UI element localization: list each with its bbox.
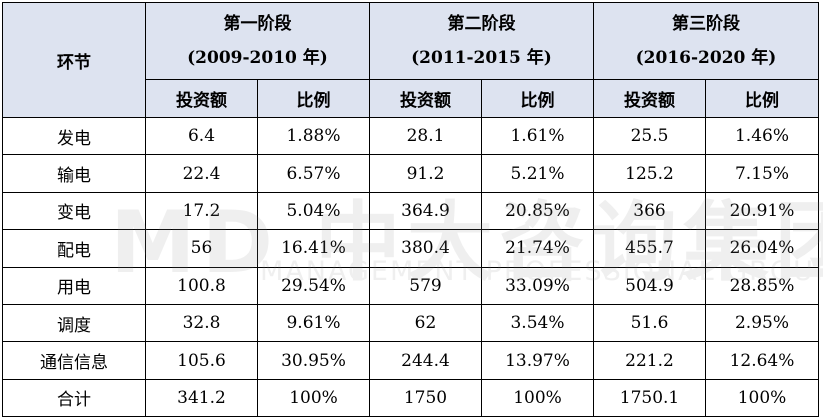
investment-header: 投资额	[593, 79, 706, 118]
row-label: 通信信息	[2, 341, 146, 380]
investment-cell: 22.4	[145, 154, 258, 193]
table-row: 合计 341.2 100% 1750 100% 1750.1 100%	[2, 378, 819, 417]
ratio-header: 比例	[481, 79, 594, 118]
investment-cell: 28.1	[369, 116, 482, 156]
ratio-cell: 29.54%	[257, 266, 370, 305]
ratio-cell: 100%	[481, 378, 594, 417]
investment-cell: 32.8	[145, 303, 258, 343]
ratio-cell: 13.97%	[481, 341, 594, 380]
row-label: 合计	[2, 378, 146, 417]
ratio-cell: 1.46%	[705, 116, 819, 156]
ratio-cell: 12.64%	[705, 341, 819, 380]
ratio-cell: 1.88%	[257, 116, 370, 156]
row-label: 调度	[2, 303, 146, 343]
investment-cell: 17.2	[145, 191, 258, 231]
investment-header: 投资额	[369, 79, 482, 118]
stage-2-header: 第二阶段 (2011-2015 年)	[369, 2, 594, 80]
investment-cell: 25.5	[593, 116, 706, 156]
ratio-header: 比例	[257, 79, 370, 118]
investment-cell: 504.9	[593, 266, 706, 305]
stage-period: (2011-2015 年)	[411, 48, 552, 68]
row-label: 变电	[2, 191, 146, 231]
ratio-cell: 2.95%	[705, 303, 819, 343]
ratio-cell: 9.61%	[257, 303, 370, 343]
investment-cell: 62	[369, 303, 482, 343]
ratio-cell: 33.09%	[481, 266, 594, 305]
table-row: 输电 22.4 6.57% 91.2 5.21% 125.2 7.15%	[2, 154, 819, 193]
investment-cell: 51.6	[593, 303, 706, 343]
row-label: 发电	[2, 116, 146, 156]
row-label: 用电	[2, 266, 146, 305]
ratio-cell: 21.74%	[481, 229, 594, 268]
corner-header: 环节	[2, 2, 146, 118]
ratio-cell: 1.61%	[481, 116, 594, 156]
stage-title: 第二阶段	[447, 14, 516, 34]
table-row: 变电 17.2 5.04% 364.9 20.85% 366 20.91%	[2, 191, 819, 231]
table-row: 用电 100.8 29.54% 579 33.09% 504.9 28.85%	[2, 266, 819, 305]
table-row: 配电 56 16.41% 380.4 21.74% 455.7 26.04%	[2, 229, 819, 268]
ratio-cell: 26.04%	[705, 229, 819, 268]
table-row: 调度 32.8 9.61% 62 3.54% 51.6 2.95%	[2, 303, 819, 343]
ratio-cell: 28.85%	[705, 266, 819, 305]
row-label: 配电	[2, 229, 146, 268]
row-label: 输电	[2, 154, 146, 193]
stage-header-row: 环节 第一阶段 (2009-2010 年) 第二阶段 (2011-2015 年)…	[2, 2, 819, 118]
stage-period: (2016-2020 年)	[635, 48, 777, 68]
table-body: 发电 6.4 1.88% 28.1 1.61% 25.5 1.46% 输电 22.4 6.57% 9…	[2, 116, 819, 417]
ratio-cell: 5.21%	[481, 154, 594, 193]
ratio-header: 比例	[705, 79, 819, 118]
ratio-cell: 20.91%	[705, 191, 819, 231]
investment-cell: 125.2	[593, 154, 706, 193]
ratio-cell: 100%	[257, 378, 370, 417]
investment-cell: 56	[145, 229, 258, 268]
stage-title: 第一阶段	[223, 14, 292, 34]
ratio-cell: 100%	[705, 378, 819, 417]
table-row: 发电 6.4 1.88% 28.1 1.61% 25.5 1.46%	[2, 116, 819, 156]
investment-cell: 366	[593, 191, 706, 231]
stage-1-header: 第一阶段 (2009-2010 年)	[145, 2, 370, 80]
ratio-cell: 30.95%	[257, 341, 370, 380]
investment-cell: 364.9	[369, 191, 482, 231]
ratio-cell: 16.41%	[257, 229, 370, 268]
sub-header-row: 投资额 比例 投资额 比例 投资额 比例	[3, 79, 819, 118]
ratio-cell: 3.54%	[481, 303, 594, 343]
investment-cell: 380.4	[369, 229, 482, 268]
stage-period: (2009-2010 年)	[187, 48, 328, 68]
investment-cell: 1750	[369, 378, 482, 417]
investment-cell: 105.6	[145, 341, 258, 380]
investment-cell: 579	[369, 266, 482, 305]
ratio-cell: 6.57%	[257, 154, 370, 193]
stage-title: 第三阶段	[672, 14, 740, 34]
stage-3-header: 第三阶段 (2016-2020 年)	[593, 2, 819, 80]
ratio-cell: 20.85%	[481, 191, 594, 231]
investment-cell: 244.4	[369, 341, 482, 380]
investment-header: 投资额	[145, 79, 258, 118]
ratio-cell: 5.04%	[257, 191, 370, 231]
ratio-cell: 7.15%	[705, 154, 819, 193]
investment-cell: 100.8	[145, 266, 258, 305]
investment-cell: 455.7	[593, 229, 706, 268]
investment-cell: 1750.1	[593, 378, 706, 417]
investment-cell: 341.2	[145, 378, 258, 417]
investment-cell: 91.2	[369, 154, 482, 193]
table-row: 通信信息 105.6 30.95% 244.4 13.97% 221.2 12.64%	[2, 341, 819, 380]
investment-cell: 221.2	[593, 341, 706, 380]
investment-cell: 6.4	[145, 116, 258, 156]
